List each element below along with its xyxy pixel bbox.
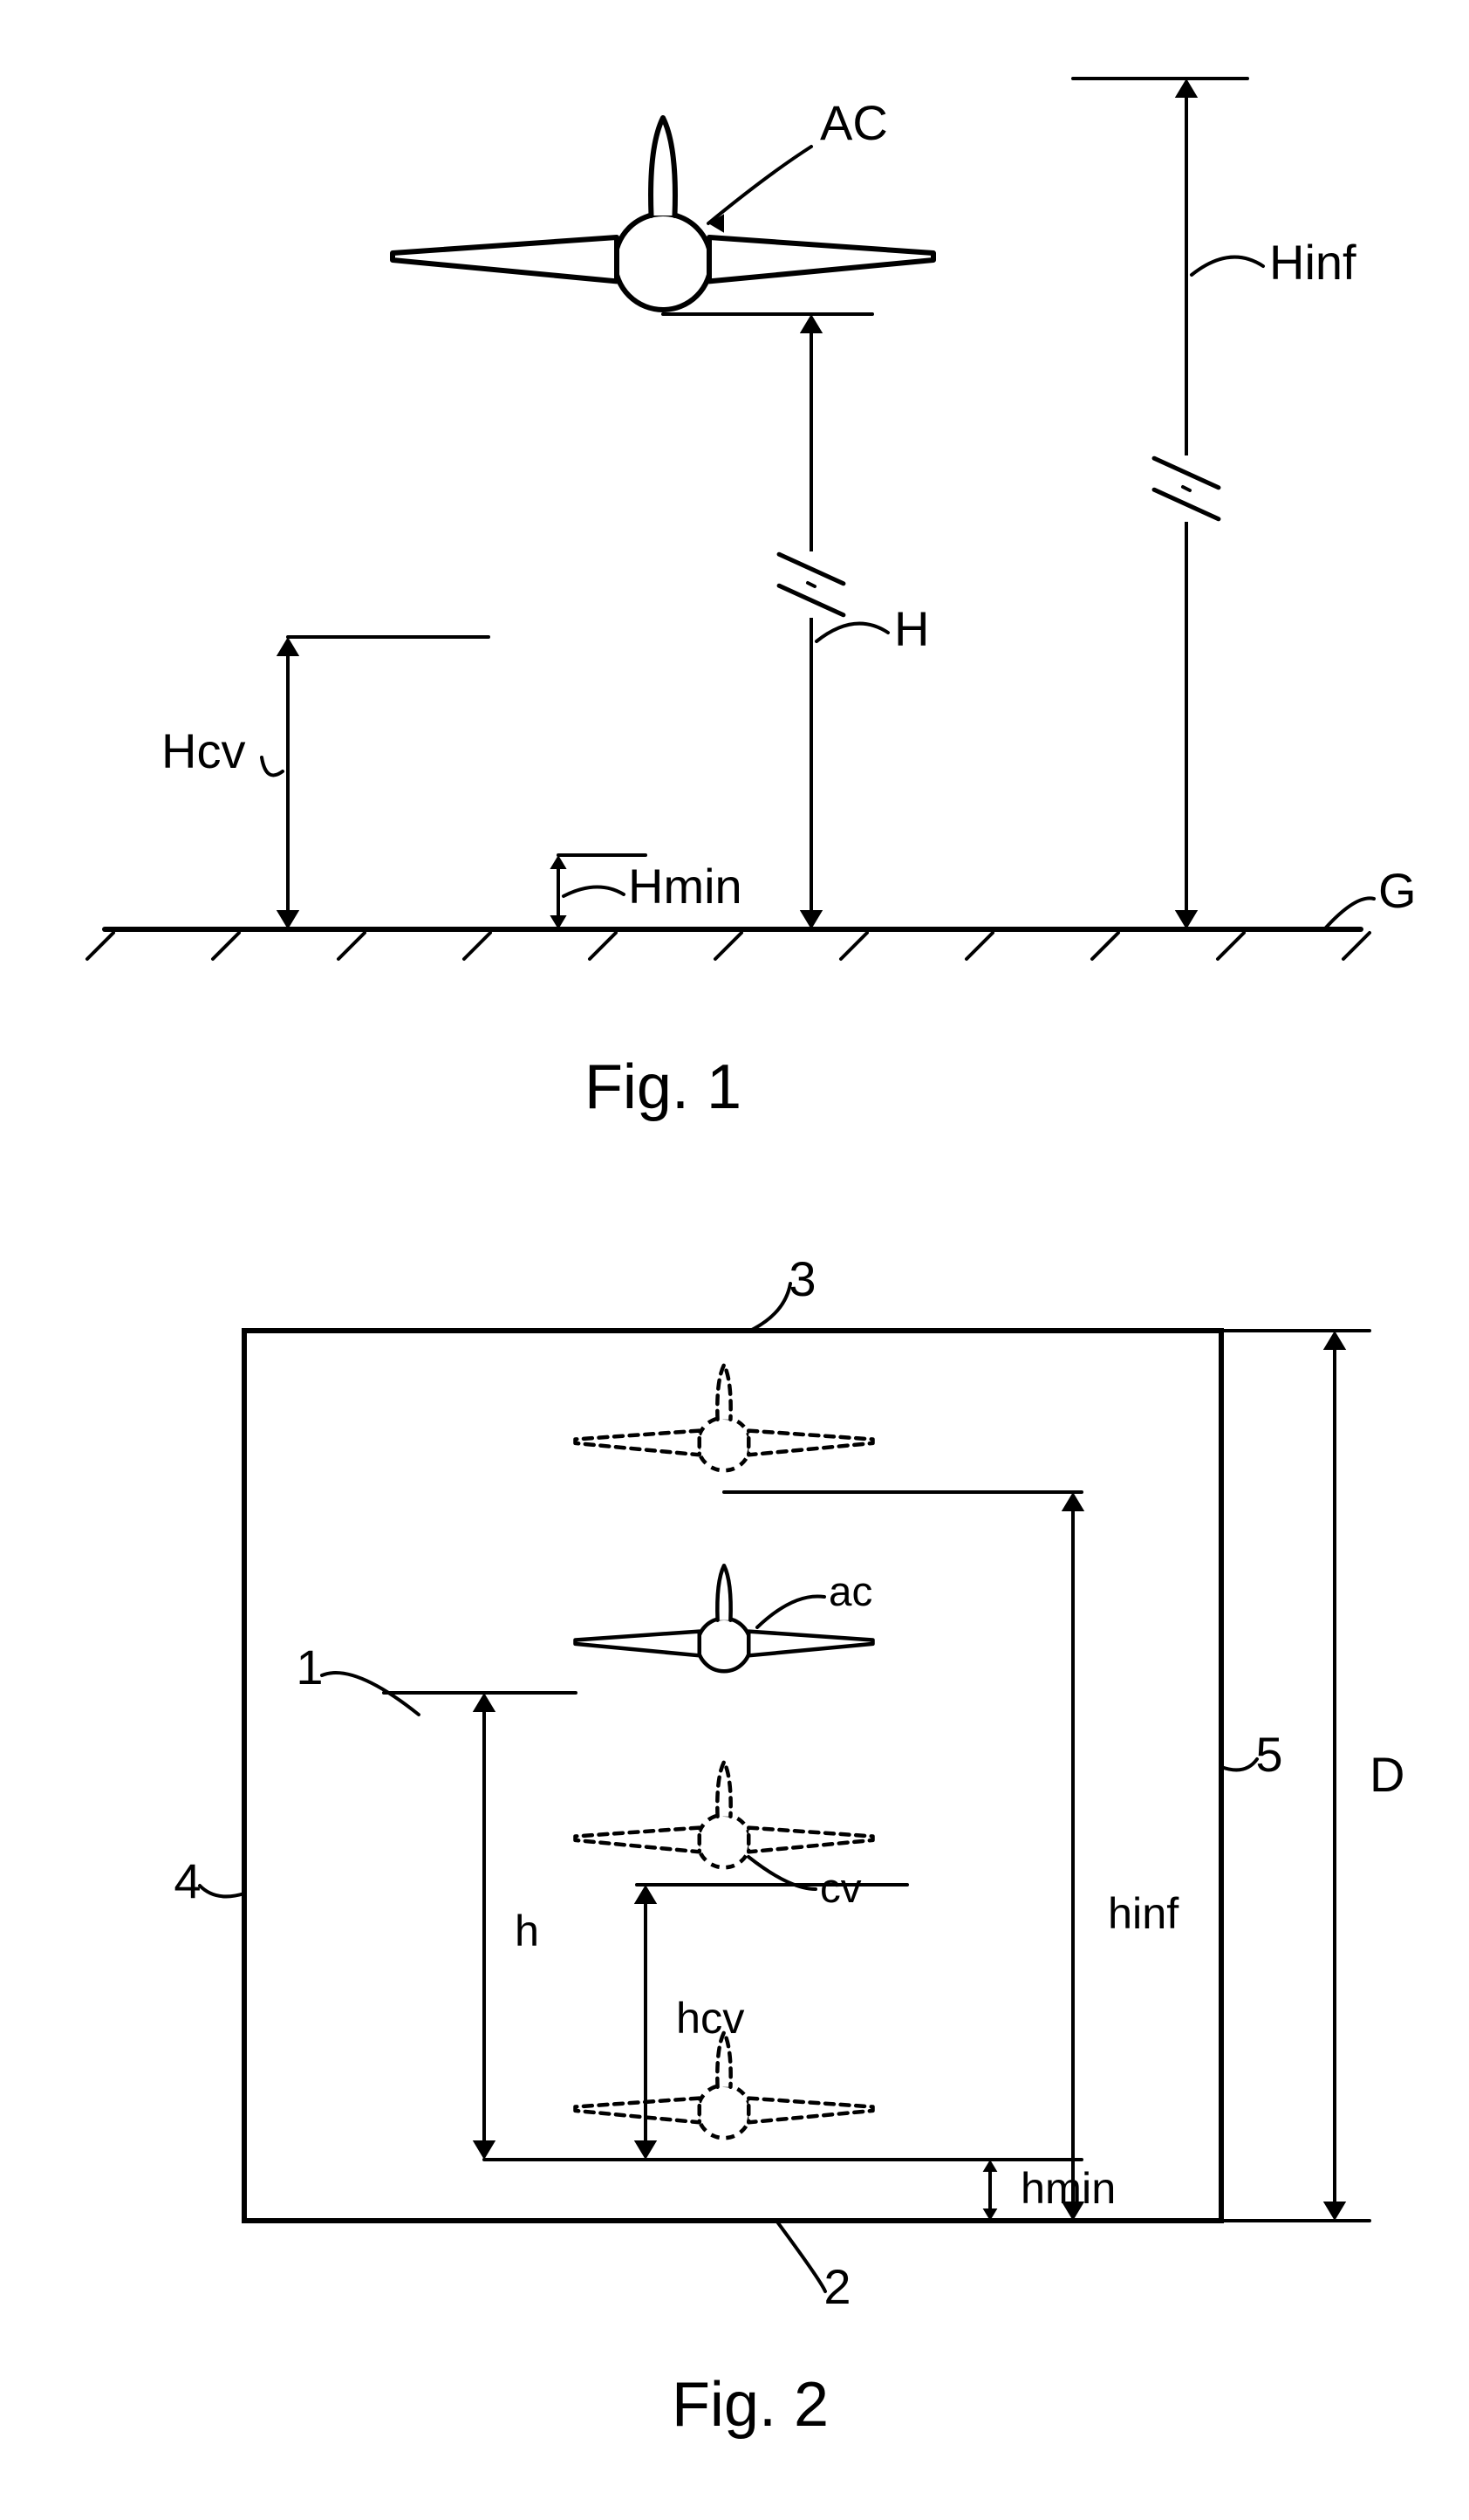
label-hcv2: hcv [676, 1993, 745, 2043]
label-hinf: Hinf [1269, 235, 1356, 290]
label-edge-2: 2 [823, 2259, 851, 2314]
label-h: H [894, 601, 929, 656]
label-h2: h [515, 1906, 539, 1955]
plane-cv [576, 1762, 873, 1867]
label-edge-1: 1 [296, 1640, 323, 1695]
label-hmin2: hmin [1021, 2163, 1116, 2213]
figure-2: D 3 5 4 2 1 ac cv hinf h hcv hmin Fig. 2 [174, 1251, 1404, 2440]
label-hinf2: hinf [1108, 1888, 1179, 1938]
label-hmin: Hmin [628, 859, 742, 914]
caption-fig1: Fig. 1 [584, 1052, 741, 1122]
label-cv: cv [820, 1866, 862, 1912]
plane-top [576, 1365, 873, 1470]
figure-1: G AC Hinf H Hcv Hmin Fig. 1 [87, 79, 1417, 1122]
caption-fig2: Fig. 2 [672, 2370, 829, 2440]
label-g: G [1378, 863, 1417, 918]
label-ac: AC [820, 95, 888, 150]
label-ac2: ac [829, 1569, 872, 1615]
label-hcv: Hcv [161, 723, 245, 778]
label-edge-3: 3 [789, 1251, 816, 1306]
label-d: D [1370, 1747, 1404, 1802]
label-edge-5: 5 [1255, 1727, 1282, 1782]
label-edge-4: 4 [174, 1853, 201, 1908]
plane-bot [576, 2032, 873, 2138]
